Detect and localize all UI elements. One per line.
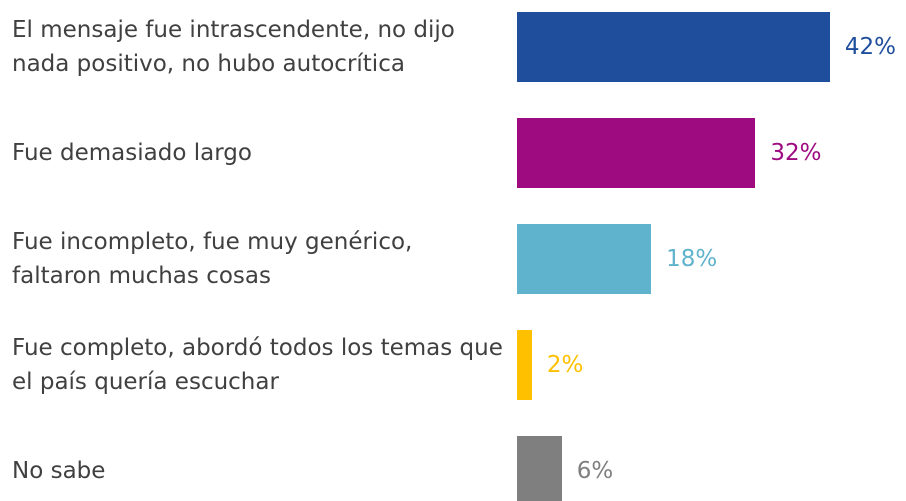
value-label: 32%	[770, 140, 822, 166]
bar	[517, 330, 532, 400]
category-label: Fue completo, abordó todos los temas que…	[12, 335, 503, 395]
category-label: Fue incompleto, fue muy genérico, faltar…	[12, 229, 413, 289]
value-label: 6%	[576, 458, 614, 484]
category-label: El mensaje fue intrascendente, no dijo n…	[12, 17, 455, 77]
bar	[517, 12, 830, 82]
value-label: 2%	[546, 352, 584, 378]
value-label: 18%	[666, 246, 718, 272]
bar	[517, 118, 756, 188]
category-label: No sabe	[12, 458, 106, 484]
category-label: Fue demasiado largo	[12, 140, 252, 166]
bar	[517, 224, 652, 294]
value-label: 42%	[844, 34, 897, 60]
bar	[517, 436, 562, 501]
